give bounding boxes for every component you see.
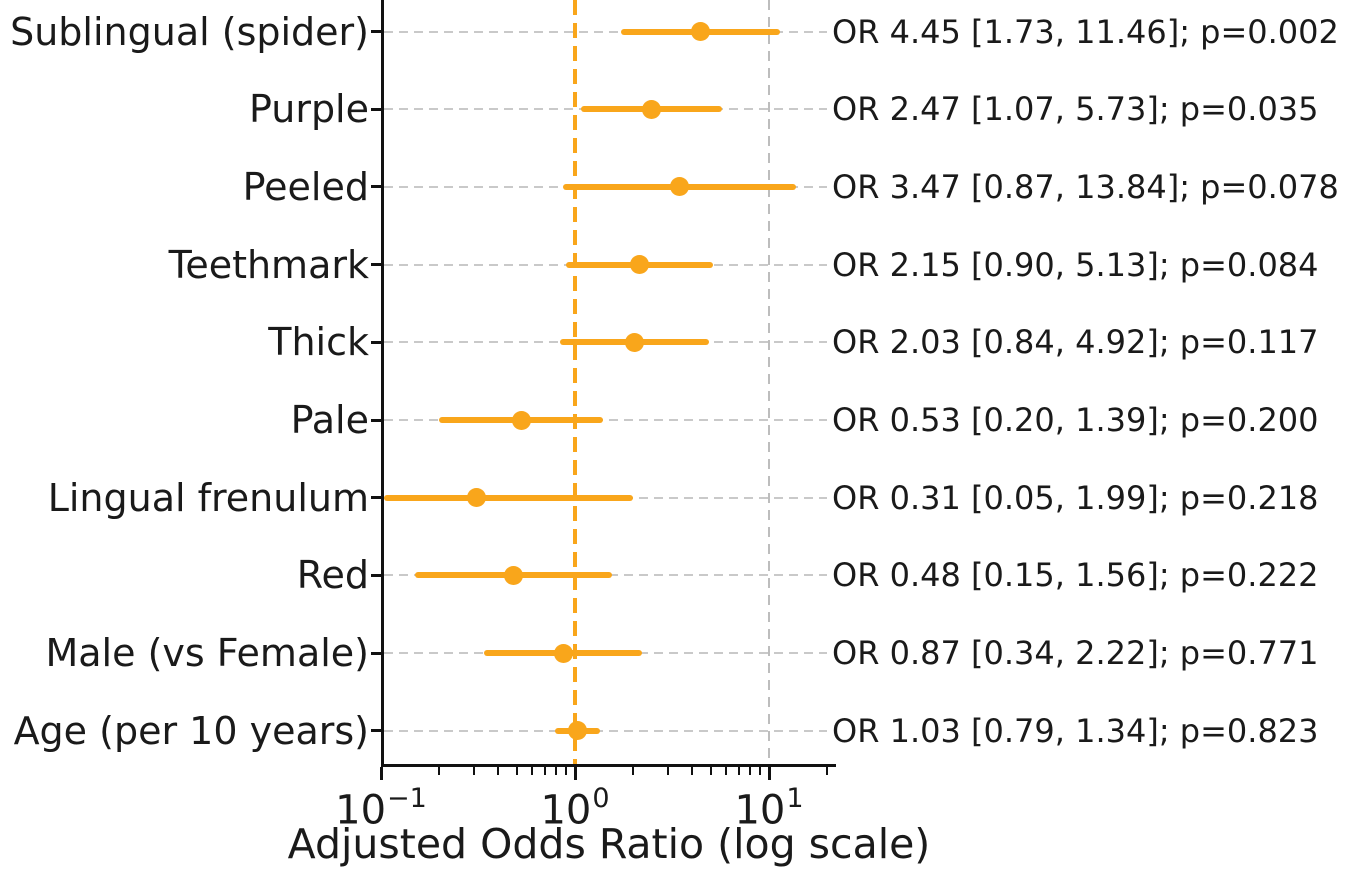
- y-tick: [371, 340, 383, 344]
- x-tick-minor: [472, 767, 475, 775]
- row-annotation: OR 0.48 [0.15, 1.56]; p=0.222: [832, 556, 1319, 595]
- x-tick-major: [767, 767, 771, 780]
- x-tick-minor: [724, 767, 727, 775]
- x-tick-minor: [632, 767, 635, 775]
- row-label: Purple: [248, 87, 369, 132]
- x-tick-minor: [438, 767, 441, 775]
- y-tick: [371, 496, 383, 500]
- row-annotation: OR 4.45 [1.73, 11.46]; p=0.002: [832, 12, 1339, 51]
- y-tick: [371, 573, 383, 577]
- x-tick-minor: [530, 767, 533, 775]
- row-label: Pale: [290, 398, 369, 442]
- x-axis-spine: [381, 764, 836, 767]
- odds-ratio-marker: [512, 410, 531, 430]
- odds-ratio-marker: [629, 255, 649, 275]
- row-label: Red: [296, 553, 369, 598]
- row-label: Sublingual (spider): [10, 9, 369, 54]
- y-tick: [371, 185, 383, 189]
- vertical-gridline: [768, 0, 770, 764]
- reference-line-or-1: [573, 0, 577, 764]
- odds-ratio-marker: [503, 565, 523, 585]
- x-tick-minor: [543, 767, 546, 775]
- x-tick-minor: [515, 767, 518, 775]
- x-tick-major: [379, 767, 383, 780]
- x-tick-minor: [749, 767, 752, 775]
- row-annotation: OR 2.03 [0.84, 4.92]; p=0.117: [832, 323, 1319, 362]
- row-label: Lingual frenulum: [47, 475, 369, 520]
- row-label: Male (vs Female): [45, 631, 369, 676]
- x-tick-minor: [690, 767, 693, 775]
- row-annotation: OR 0.53 [0.20, 1.39]; p=0.200: [832, 401, 1319, 439]
- y-tick: [371, 729, 383, 733]
- y-tick: [371, 263, 383, 267]
- row-annotation: OR 1.03 [0.79, 1.34]; p=0.823: [832, 711, 1319, 750]
- row-gridline: [384, 729, 827, 732]
- x-tick-label: 100: [540, 783, 610, 834]
- x-tick-minor: [565, 767, 568, 775]
- y-tick: [371, 418, 383, 422]
- x-axis-title: Adjusted Odds Ratio (log scale): [287, 820, 931, 868]
- odds-ratio-marker: [691, 22, 711, 41]
- x-tick-minor: [496, 767, 499, 775]
- row-gridline: [384, 419, 827, 421]
- y-tick: [371, 30, 383, 33]
- odds-ratio-marker: [625, 332, 645, 352]
- row-annotation: OR 0.87 [0.34, 2.22]; p=0.771: [832, 634, 1319, 673]
- x-tick-major: [573, 767, 577, 780]
- row-gridline: [384, 30, 827, 33]
- odds-ratio-marker: [466, 488, 486, 508]
- row-label: Teethmark: [168, 242, 369, 287]
- row-annotation: OR 0.31 [0.05, 1.99]; p=0.218: [832, 478, 1319, 517]
- row-label: Thick: [268, 320, 369, 365]
- x-tick-minor: [826, 767, 829, 775]
- y-tick: [371, 651, 383, 655]
- row-annotation: OR 3.47 [0.87, 13.84]; p=0.078: [832, 167, 1339, 206]
- y-tick: [371, 107, 383, 111]
- odds-ratio-marker: [567, 721, 587, 741]
- row-label: Age (per 10 years): [13, 708, 369, 753]
- odds-ratio-marker: [641, 99, 661, 119]
- x-tick-minor: [759, 767, 762, 775]
- x-tick-minor: [709, 767, 712, 775]
- odds-ratio-marker: [553, 643, 573, 663]
- x-tick-minor: [737, 767, 740, 775]
- confidence-interval-line: [384, 494, 633, 501]
- y-axis-spine: [381, 0, 384, 767]
- x-tick-label: 10−1: [335, 783, 427, 834]
- odds-ratio-marker: [670, 177, 690, 197]
- row-annotation: OR 2.15 [0.90, 5.13]; p=0.084: [832, 245, 1319, 284]
- x-tick-label: 101: [734, 783, 804, 834]
- row-label: Peeled: [242, 164, 369, 209]
- row-annotation: OR 2.47 [1.07, 5.73]; p=0.035: [832, 90, 1319, 129]
- x-tick-minor: [666, 767, 669, 775]
- x-tick-minor: [555, 767, 558, 775]
